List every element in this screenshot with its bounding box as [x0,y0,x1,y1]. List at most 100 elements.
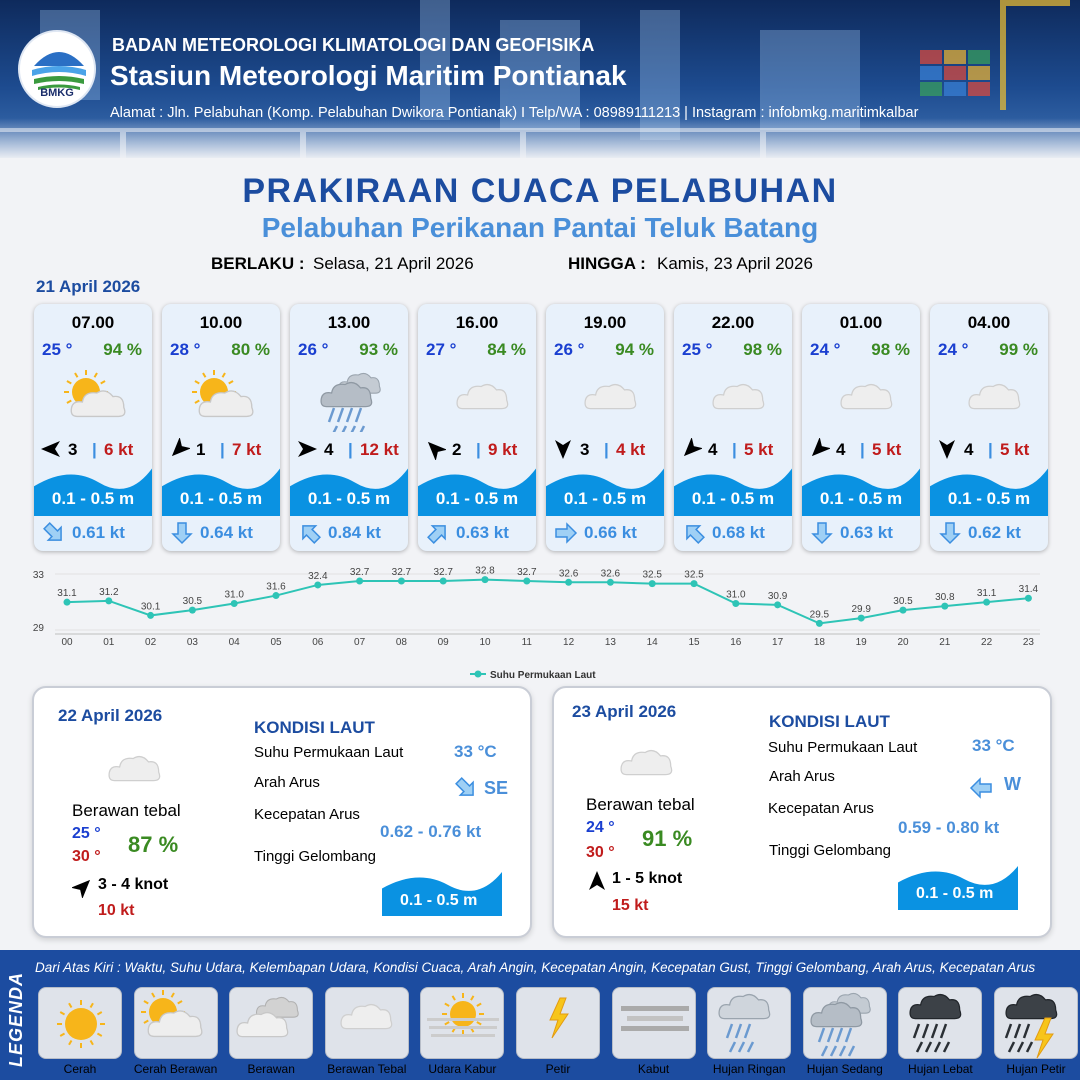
valid-to-value: Kamis, 23 April 2026 [657,254,813,273]
wave-graphic [34,462,152,516]
hujan-ringan-icon [707,987,792,1059]
hourly-card: 16.00 27 ° 84 % 2 | 9 kt 0.1 - 0.5 m 0.63 kt [418,304,536,551]
wind-direction-icon [808,436,832,460]
air-temperature: 24 ° [938,340,969,359]
data-label: 31.6 [266,582,286,593]
legend-item-label: Berawan [247,1062,295,1076]
data-point [1024,594,1032,602]
x-tick-label: 00 [61,637,73,648]
data-point [774,601,782,609]
berawan-tebal-icon [698,368,768,432]
data-point [147,611,155,619]
data-label: 31.1 [57,588,77,599]
legend-item-label: Berawan Tebal [327,1062,407,1076]
y-tick-label: 29 [33,623,45,634]
sst-label: Suhu Permukaan Laut [768,739,918,756]
legend-item-label: Kabut [637,1062,670,1076]
data-point [230,600,238,607]
current-direction-icon [554,521,578,545]
current-speed: 0.63 kt [840,523,893,542]
legend-item: Udara Kabur [420,987,505,1076]
data-point [690,580,698,588]
gust-speed: 9 kt [488,440,518,459]
legend-item-label: Hujan Lebat [908,1062,973,1076]
temperature-min: 25 ° [72,825,101,842]
data-label: 31.4 [1019,584,1039,595]
hujan-sedang-icon [802,987,887,1059]
cerah-berawan-icon [58,368,128,432]
current-speed: 0.68 kt [712,523,765,542]
hourly-card: 10.00 28 ° 80 % 1 | 7 kt 0.1 - 0.5 m 0.64 kt [162,304,280,551]
wind-speed: 4 [708,440,718,459]
wave-height: 0.1 - 0.5 m [691,489,775,508]
x-tick-label: 06 [312,637,324,648]
header-banner: BMKG BADAN METEOROLOGI KLIMATOLOGI DAN G… [0,0,1080,158]
berawan-tebal-icon [570,368,640,432]
legend-item-label: Hujan Petir [1006,1062,1066,1076]
data-label: 32.6 [601,568,621,579]
current-direction-icon [682,521,706,545]
legend-item: Hujan Lebat [898,987,983,1076]
humidity: 94 % [103,340,142,359]
wind-speed: 3 [68,440,78,459]
data-label: 30.5 [893,596,913,607]
wave-height-value: 0.1 - 0.5 m [916,885,994,902]
x-tick-label: 21 [939,637,951,648]
wave-graphic [418,462,536,516]
gust-speed: 6 kt [104,440,134,459]
legend-item: Cerah Berawan [133,987,218,1076]
data-label: 32.4 [308,571,328,582]
logo-text: BMKG [40,87,74,99]
wind-speed: 4 [964,440,974,459]
forecast-time: 04.00 [967,313,1011,332]
current-speed-label: Kecepatan Arus [254,806,360,823]
bmkg-emblem-icon [32,52,86,90]
header-fade [0,118,1080,158]
wind-direction-icon [552,438,574,460]
data-point [314,581,322,589]
daily-date: 22 April 2026 [58,706,163,725]
wind-direction-icon [586,870,606,890]
current-speed-label: Kecepatan Arus [768,800,874,817]
wind-direction-icon [936,438,958,460]
berawan-tebal-icon [324,987,409,1059]
gust-speed: 15 kt [612,897,649,914]
current-speed: 0.84 kt [328,523,381,542]
current-direction-icon [938,521,962,545]
agency-name: BADAN METEOROLOGI KLIMATOLOGI DAN GEOFIS… [112,35,595,55]
gust-speed: 4 kt [616,440,646,459]
data-point [648,580,656,588]
legend-item: Hujan Ringan [707,987,792,1076]
humidity: 94 % [615,340,654,359]
current-direction-icon [454,776,478,800]
current-speed: 0.63 kt [456,523,509,542]
legend-item: Hujan Sedang [802,987,887,1076]
hourly-card: 01.00 24 ° 98 % 4 | 5 kt 0.1 - 0.5 m 0.63 kt [802,304,920,551]
wind-direction-icon [680,436,704,460]
air-temperature: 28 ° [170,340,201,359]
wave-graphic [290,462,408,516]
sea-condition-heading: KONDISI LAUT [769,712,890,731]
wave-graphic [930,462,1048,516]
gust-speed: 5 kt [1000,440,1030,459]
separator: | [604,440,609,459]
current-direction-icon [969,776,993,800]
x-tick-label: 04 [229,637,241,648]
berawan-tebal-icon [826,368,896,432]
cerah-berawan-icon [133,987,218,1059]
daily-forecast-box: 23 April 2026 Berawan tebal 24 ° 30 ° 91 % 1 … [552,686,1052,938]
legend-title: LEGENDA [5,971,26,1067]
forecast-time: 07.00 [71,313,115,332]
data-point [63,598,71,606]
valid-from-value: Selasa, 21 April 2026 [313,254,474,273]
forecast-time: 16.00 [455,313,499,332]
x-tick-label: 15 [688,637,700,648]
temperature-min: 24 ° [586,819,615,836]
current-direction-icon [810,521,834,545]
udara-kabur-icon [420,987,505,1059]
cerah-icon [38,987,122,1059]
legend-item-label: Hujan Ringan [712,1062,786,1076]
x-tick-label: 11 [522,637,533,648]
data-label: 30.5 [183,596,203,607]
data-point [397,577,405,585]
